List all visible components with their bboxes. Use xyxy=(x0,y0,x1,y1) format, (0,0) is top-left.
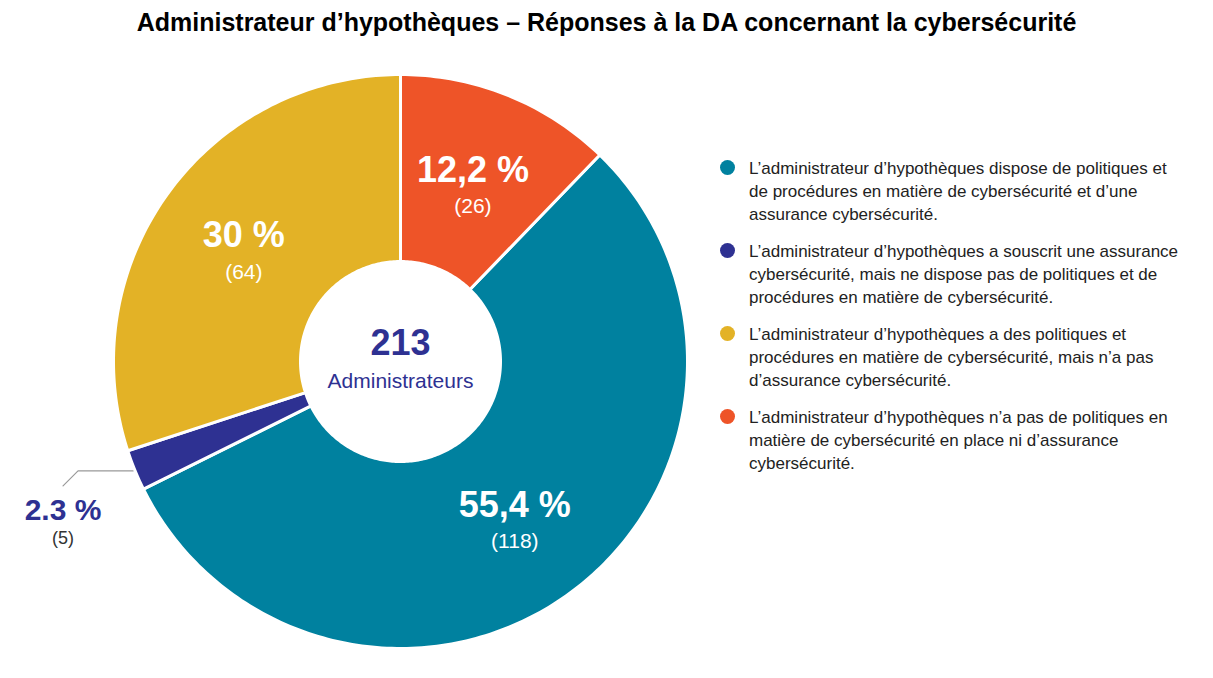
svg-text:(118): (118) xyxy=(491,529,538,552)
svg-text:30 %: 30 % xyxy=(203,214,285,255)
html-text:L’administrateur d’hypothèques: L’administrateur d’hypothèques n’a pas d… xyxy=(749,408,1168,473)
svg-text:(26): (26) xyxy=(454,194,491,217)
html-text:L’administrateur d’hypothèques: L’administrateur d’hypothèques a des pol… xyxy=(749,325,1154,390)
html-text:L’administrateur d’hypothèques: L’administrateur d’hypothèques dispose d… xyxy=(749,159,1167,224)
svg-text:55,4 %: 55,4 % xyxy=(459,484,571,525)
svg-text:Administrateurs: Administrateurs xyxy=(328,369,474,392)
svg-text:(5): (5) xyxy=(52,528,74,548)
svg-text:(64): (64) xyxy=(225,260,262,283)
svg-text:12,2 %: 12,2 % xyxy=(417,149,529,190)
html-text:Administrateur d’hypothèques –: Administrateur d’hypothèques – Réponses … xyxy=(136,8,1077,36)
svg-text:2.3 %: 2.3 % xyxy=(25,493,102,526)
html-text:L’administrateur d’hypothèques: L’administrateur d’hypothèques a souscri… xyxy=(749,242,1178,307)
svg-text:213: 213 xyxy=(370,322,430,363)
